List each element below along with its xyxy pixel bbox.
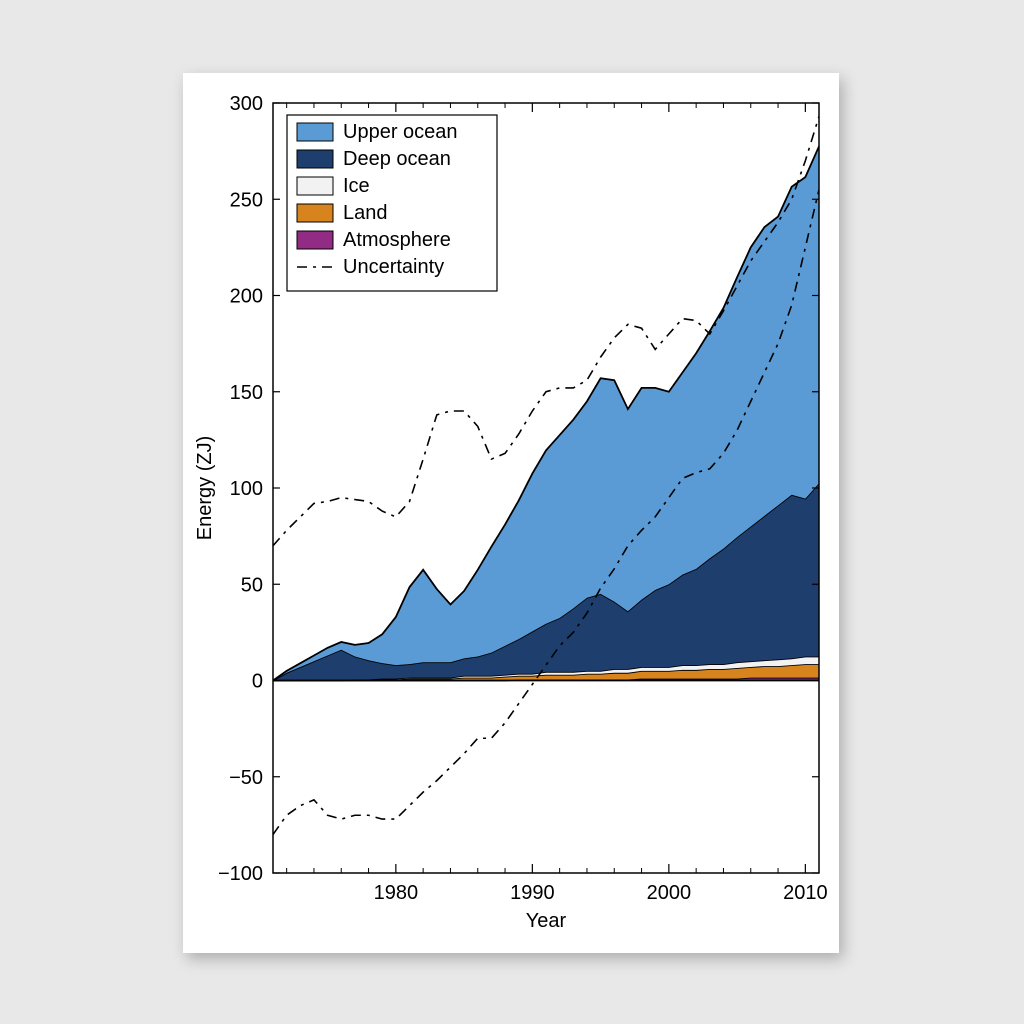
svg-text:250: 250	[230, 189, 263, 211]
legend-label: Ice	[343, 175, 370, 197]
chart-card: −100 −50 0 50 100 150 200 250 300 1980 1990 2000 201…	[183, 73, 839, 953]
svg-text:−50: −50	[229, 767, 263, 789]
legend-swatch	[297, 177, 333, 195]
legend-swatch	[297, 231, 333, 249]
svg-text:300: 300	[230, 93, 263, 115]
svg-text:0: 0	[252, 671, 263, 693]
svg-text:200: 200	[230, 286, 263, 308]
svg-text:1980: 1980	[374, 882, 419, 904]
legend-label: Deep ocean	[343, 148, 451, 170]
legend-swatch	[297, 150, 333, 168]
legend-swatch	[297, 123, 333, 141]
svg-text:2010: 2010	[783, 882, 828, 904]
svg-text:50: 50	[241, 574, 263, 596]
svg-text:150: 150	[230, 382, 263, 404]
svg-text:100: 100	[230, 478, 263, 500]
svg-text:2000: 2000	[647, 882, 692, 904]
legend-label: Land	[343, 202, 388, 224]
svg-text:1990: 1990	[510, 882, 554, 904]
x-axis-title: Year	[526, 910, 567, 932]
svg-text:−100: −100	[218, 863, 263, 885]
y-axis-title: Energy (ZJ)	[194, 436, 216, 540]
legend-label: Upper ocean	[343, 121, 458, 143]
legend-swatch	[297, 204, 333, 222]
energy-chart: −100 −50 0 50 100 150 200 250 300 1980 1990 2000 201…	[183, 73, 839, 953]
legend-label: Uncertainty	[343, 256, 444, 278]
legend-label: Atmosphere	[343, 229, 451, 251]
